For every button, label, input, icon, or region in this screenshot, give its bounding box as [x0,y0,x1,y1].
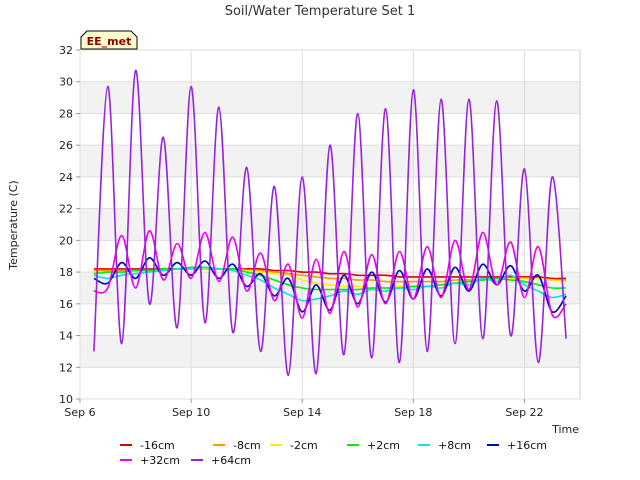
plot-bands [79,49,581,400]
legend: -16cm -8cm -2cm +2cm +8cm +16cm +32cm +64cm [120,439,547,467]
x-tick-label: Sep 6 [64,406,95,419]
legend-item: +32cm [120,454,180,467]
y-tick-label: 28 [59,107,73,120]
legend-label: -16cm [140,439,175,452]
legend-item: -2cm [270,439,318,452]
y-axis-ticks: 10 12 14 16 18 20 22 24 26 28 30 32 [59,44,80,406]
y-axis-label: Temperature (C) [7,180,20,270]
plot-band [80,335,580,368]
plot-band [80,50,580,82]
series-line-64cm [93,69,567,377]
legend-label: +16cm [507,439,547,452]
legend-item: +8cm [418,439,471,452]
legend-label: +32cm [140,454,180,467]
y-tick-label: 22 [59,203,73,216]
legend-label: +64cm [211,454,251,467]
y-tick-label: 16 [59,298,73,311]
y-tick-label: 30 [59,76,73,89]
plot-band [80,303,580,336]
badge-label: EE_met [87,35,132,48]
x-tick-label: Sep 22 [505,406,543,419]
plot-band [80,208,580,241]
legend-item: -8cm [213,439,261,452]
plot-band [80,113,580,146]
x-axis-ticks: Sep 6 Sep 10 Sep 14 Sep 18 Sep 22 [64,399,544,419]
y-tick-label: 24 [59,171,73,184]
y-tick-label: 18 [59,266,73,279]
chart-title: Soil/Water Temperature Set 1 [225,4,416,19]
series-line-32cm [93,229,567,319]
y-tick-label: 14 [59,330,73,343]
y-tick-label: 20 [59,234,73,247]
station-badge: EE_met [80,30,138,50]
legend-label: +2cm [367,439,400,452]
badge-box [80,30,138,50]
x-axis-label: Time [551,423,579,436]
y-tick-label: 10 [59,393,73,406]
x-tick-label: Sep 14 [283,406,321,419]
legend-label: +8cm [438,439,471,452]
legend-item: +16cm [487,439,547,452]
x-tick-label: Sep 18 [394,406,432,419]
y-tick-label: 26 [59,139,73,152]
legend-item: +64cm [191,454,251,467]
grid-lines [79,49,580,400]
legend-item: -16cm [120,439,175,452]
series-lines [93,69,567,377]
plot-band [80,81,580,114]
plot-band [80,240,580,273]
plot-band [80,145,580,177]
series-line-16cm [93,257,567,313]
legend-item: +2cm [347,439,400,452]
x-tick-label: Sep 10 [172,406,210,419]
y-tick-label: 12 [59,361,73,374]
legend-label: -8cm [233,439,261,452]
plot-band [80,367,580,399]
legend-label: -2cm [290,439,318,452]
y-tick-label: 32 [59,44,73,57]
plot-band [80,176,580,209]
